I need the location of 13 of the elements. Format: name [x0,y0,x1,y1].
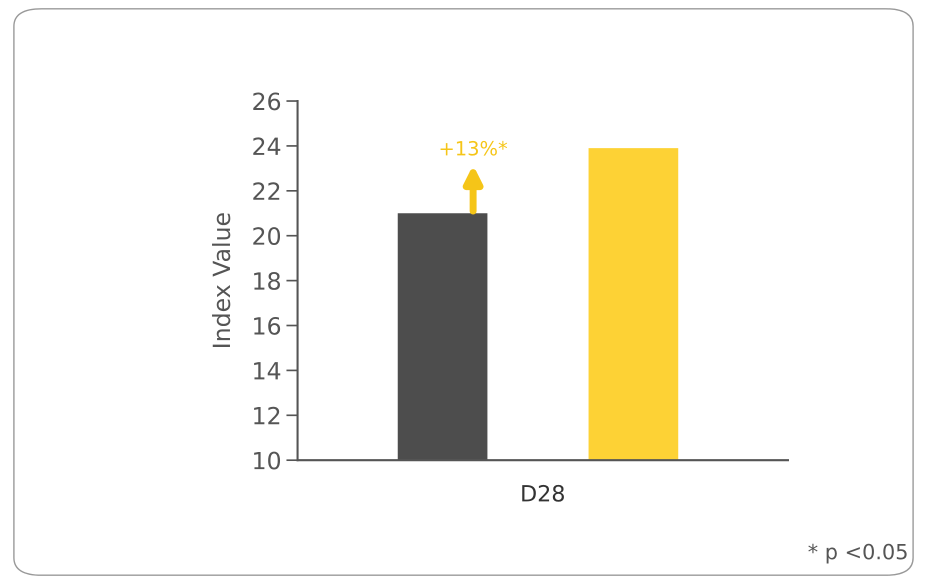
y-axis-title: Index Value [212,213,230,347]
y-tick-label: 20 [253,227,280,246]
y-tick-label: 16 [254,316,280,335]
y-tick-label: 10 [254,452,280,470]
y-tick-label: 18 [254,272,280,290]
y-tick-label: 14 [254,362,280,380]
text: * p <0.05 [808,544,907,564]
y-tick-label: 24 [253,137,280,155]
x-axis-title: D28 [522,484,564,502]
y-tick-label: 22 [253,182,280,200]
y-tick-label: 12 [254,406,280,424]
y-tick-label: 26 [253,92,280,110]
annotation: +13%* [440,140,508,156]
